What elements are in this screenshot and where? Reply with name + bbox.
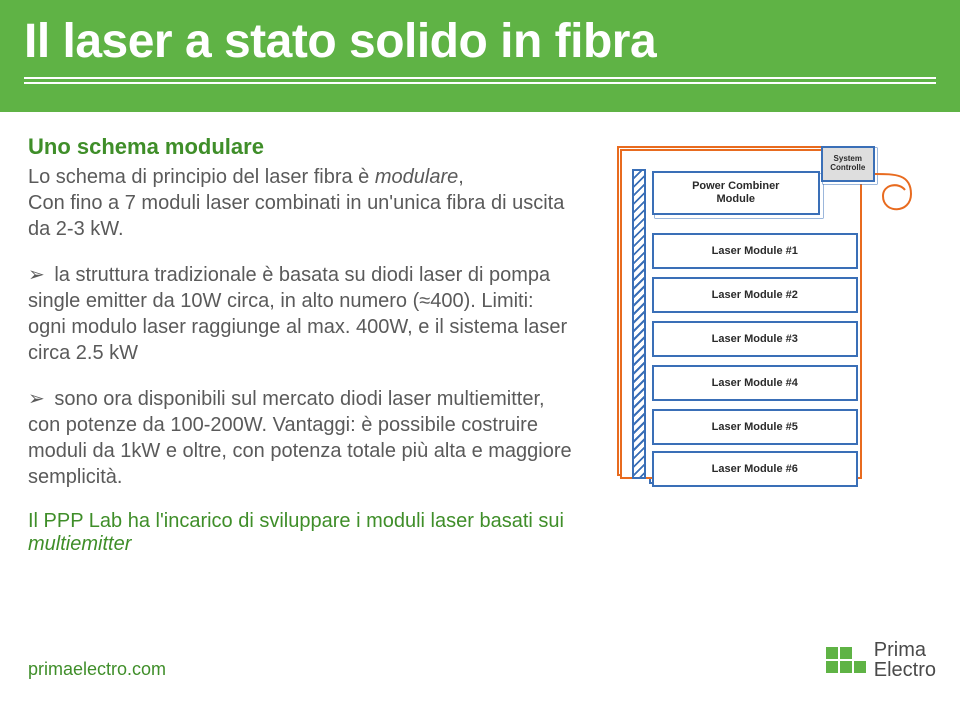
laser-module-box: Laser Module #4 bbox=[652, 365, 858, 401]
system-diagram: Power CombinerModule Laser Module #1 Las… bbox=[617, 140, 917, 490]
box-label: Laser Module #6 bbox=[712, 463, 798, 475]
diagram-frame-front: Power CombinerModule Laser Module #1 Las… bbox=[620, 149, 862, 479]
bullet-2: ➢ sono ora disponibili sul mercato diodi… bbox=[28, 386, 577, 490]
bullet-arrow-icon: ➢ bbox=[28, 262, 45, 288]
text-italic: modulare bbox=[375, 166, 458, 188]
logo-text: Prima Electro bbox=[874, 640, 936, 680]
text-italic: single emitter bbox=[28, 290, 147, 312]
divider bbox=[24, 82, 936, 84]
text-italic: multiemitter bbox=[28, 533, 131, 555]
laser-module-box: Laser Module #1 bbox=[652, 233, 858, 269]
box-label: Laser Module #1 bbox=[712, 245, 798, 257]
footnote: Il PPP Lab ha l'incarico di sviluppare i… bbox=[28, 510, 577, 556]
text: Con fino a 7 moduli laser combinati in u… bbox=[28, 192, 564, 240]
box-label: Laser Module #4 bbox=[712, 377, 798, 389]
text: Lo schema di principio del laser fibra è bbox=[28, 166, 375, 188]
company-logo: Prima Electro bbox=[826, 640, 936, 680]
content-area: Uno schema modulare Lo schema di princip… bbox=[0, 112, 960, 556]
diagram-side-strip bbox=[632, 169, 646, 479]
text: la struttura tradizionale è basata su di… bbox=[54, 264, 550, 286]
text: Il PPP Lab ha l'incarico di sviluppare i… bbox=[28, 510, 564, 532]
slide-header: Il laser a stato solido in fibra bbox=[0, 0, 960, 112]
box-label: Power CombinerModule bbox=[654, 180, 818, 206]
brand-line: Prima bbox=[874, 640, 936, 660]
footer-url: primaelectro.com bbox=[28, 659, 166, 680]
intro-paragraph: Lo schema di principio del laser fibra è… bbox=[28, 164, 577, 242]
text-column: Uno schema modulare Lo schema di princip… bbox=[28, 134, 577, 556]
text-italic: multiemitter bbox=[437, 388, 539, 410]
system-controller-box: SystemControlle bbox=[821, 146, 875, 182]
laser-module-box: Laser Module #5 bbox=[652, 409, 858, 445]
box-label: SystemControlle bbox=[823, 155, 873, 173]
slide-footer: primaelectro.com Prima Electro bbox=[0, 638, 960, 702]
power-combiner-box: Power CombinerModule bbox=[652, 171, 820, 215]
text: sono ora disponibili sul mercato diodi l… bbox=[54, 388, 436, 410]
bullet-1: ➢ la struttura tradizionale è basata su … bbox=[28, 262, 577, 366]
brand-line: Electro bbox=[874, 660, 936, 680]
laser-module-box: Laser Module #3 bbox=[652, 321, 858, 357]
bullet-arrow-icon: ➢ bbox=[28, 386, 45, 412]
fiber-loop-icon bbox=[875, 166, 915, 216]
box-label: Laser Module #3 bbox=[712, 333, 798, 345]
divider bbox=[24, 77, 936, 79]
diagram-column: Power CombinerModule Laser Module #1 Las… bbox=[597, 134, 936, 556]
slide-title: Il laser a stato solido in fibra bbox=[24, 14, 936, 69]
box-label: Laser Module #2 bbox=[712, 289, 798, 301]
laser-module-box: Laser Module #6 bbox=[652, 451, 858, 487]
text: , bbox=[458, 166, 464, 188]
section-subtitle: Uno schema modulare bbox=[28, 134, 577, 160]
logo-mark-icon bbox=[826, 647, 866, 673]
box-label: Laser Module #5 bbox=[712, 421, 798, 433]
laser-module-box: Laser Module #2 bbox=[652, 277, 858, 313]
